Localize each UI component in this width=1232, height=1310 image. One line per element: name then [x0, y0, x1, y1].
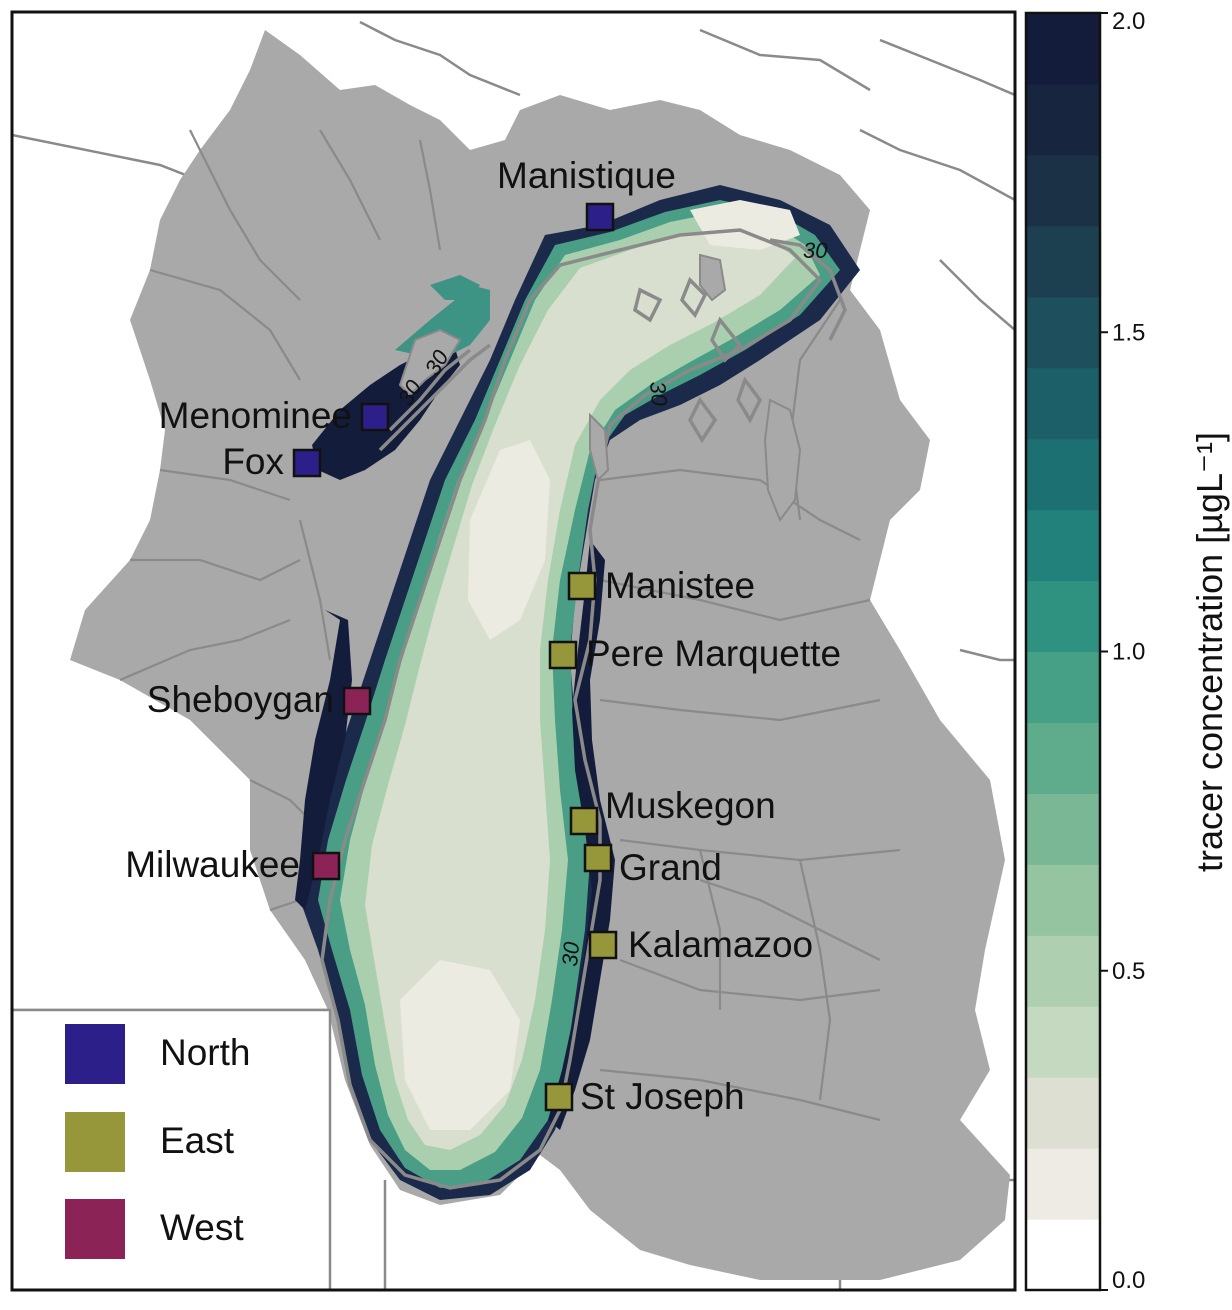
colorbar-tick-label: 0.5	[1112, 958, 1145, 985]
colorbar-level	[1026, 722, 1100, 794]
colorbar-level	[1026, 83, 1100, 156]
depth-contours	[320, 228, 847, 1190]
colorbar-level	[1026, 509, 1100, 582]
colorbar-level	[1026, 651, 1100, 724]
river-label-sheboygan: Sheboygan	[147, 679, 334, 720]
river-label-menominee: Menominee	[159, 395, 352, 436]
river-marker-milwaukee	[311, 851, 341, 881]
legend-label-east: East	[160, 1120, 235, 1161]
river-label-grand: Grand	[619, 847, 722, 888]
river-label-manistique: Manistique	[497, 155, 676, 196]
colorbar-level	[1026, 225, 1100, 298]
river-marker-grand	[583, 843, 613, 873]
colorbar-ticks: 0.0 0.5 1.0 1.5 2.0	[1100, 8, 1145, 1294]
river-marker-manistique	[585, 202, 615, 232]
river-marker-fox	[292, 448, 322, 478]
colorbar-level	[1026, 1148, 1100, 1220]
colorbar-level	[1026, 1077, 1100, 1149]
contour-label: 30	[557, 940, 584, 967]
river-marker-sheboygan	[342, 686, 372, 716]
legend-swatch-north	[65, 1024, 125, 1084]
legend-label-north: North	[160, 1032, 250, 1073]
river-marker-muskegon	[569, 806, 599, 836]
legend: North East West	[12, 1008, 332, 1290]
river-marker-manistee	[567, 571, 597, 601]
colorbar-tick-label: 1.0	[1112, 639, 1145, 666]
peninsula-details	[398, 253, 802, 523]
river-marker-st-joseph	[544, 1082, 574, 1112]
colorbar-level	[1026, 438, 1100, 511]
colorbar-level	[1026, 935, 1100, 1007]
legend-swatch-east	[65, 1112, 125, 1172]
legend-label-west: West	[160, 1207, 244, 1248]
watershed-boundaries	[119, 129, 901, 1122]
river-label-pere-marquette: Pere Marquette	[586, 633, 841, 674]
colorbar-level	[1026, 1219, 1100, 1291]
colorbar-tick-label: 1.5	[1112, 319, 1145, 346]
river-label-muskegon: Muskegon	[605, 785, 776, 826]
map-content: 30 30 30 30 30 Manistique Menominee Fox …	[12, 20, 1015, 1290]
map-frame	[10, 10, 1017, 1292]
colorbar-level	[1026, 296, 1100, 369]
colorbar-level	[1026, 1006, 1100, 1078]
river-label-milwaukee: Milwaukee	[125, 844, 300, 885]
colorbar-tick-label: 0.0	[1112, 1267, 1145, 1294]
colorbar-level	[1026, 154, 1100, 227]
colorbar-level	[1026, 580, 1100, 653]
contour-label: 30	[645, 380, 672, 407]
lake-michigan	[295, 185, 860, 1200]
colorbar: 0.0 0.5 1.0 1.5 2.0 tracer concentration [µg…	[1024, 8, 1230, 1294]
colorbar-level	[1026, 793, 1100, 865]
river-label-kalamazoo: Kalamazoo	[628, 924, 813, 965]
river-label-fox: Fox	[222, 441, 284, 482]
river-label-manistee: Manistee	[605, 565, 755, 606]
contour-label: 30	[803, 238, 828, 263]
river-marker-pere-marquette	[548, 640, 578, 670]
river-marker-menominee	[360, 402, 390, 432]
colorbar-level	[1026, 367, 1100, 440]
colorbar-tick-label: 2.0	[1112, 8, 1145, 35]
river-label-st-joseph: St Joseph	[580, 1076, 745, 1117]
colorbar-level	[1026, 13, 1100, 85]
colorbar-title: tracer concentration [µgL⁻¹]	[1189, 432, 1230, 872]
colorbar-levels	[1026, 13, 1100, 1291]
legend-swatch-west	[65, 1199, 125, 1259]
river-markers: Manistique Menominee Fox Manistee Pere M…	[125, 155, 841, 1117]
colorbar-level	[1026, 864, 1100, 936]
river-marker-kalamazoo	[588, 930, 618, 960]
